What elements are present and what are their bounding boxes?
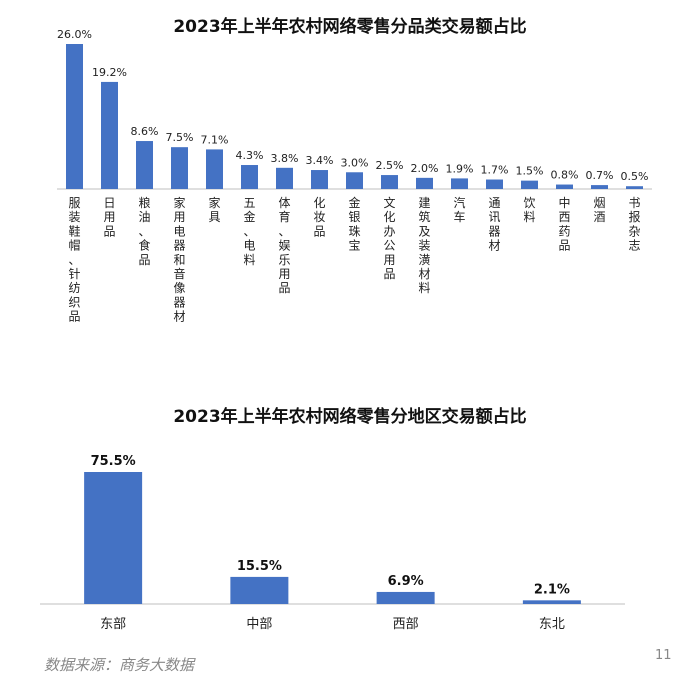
bar — [84, 472, 143, 604]
category-tick-label: 中部 — [246, 617, 272, 632]
data-label: 0.5% — [621, 170, 649, 183]
category-share-chart: 26.0% 服装鞋帽、针纺织品 19.2% 日用品 8.6% 粮油、食品 7.5% 家用电器和… — [57, 28, 652, 324]
data-label: 1.5% — [516, 165, 544, 178]
bar — [311, 170, 328, 189]
data-label: 4.3% — [236, 149, 264, 162]
category-tick-label: 西部 — [393, 617, 419, 632]
category-tick-label: 粮油、食品 — [138, 195, 150, 267]
chart-title-region: 2023年上半年农村网络零售分地区交易额占比 — [173, 407, 527, 427]
category-tick-label: 饮料 — [523, 196, 535, 224]
data-label: 75.5% — [91, 454, 136, 469]
category-tick-label: 家用电器和音像器材 — [173, 195, 185, 324]
bar — [241, 165, 258, 189]
data-label: 7.1% — [201, 133, 229, 146]
category-tick-label: 建筑及装潢材料 — [418, 196, 430, 295]
data-label: 3.0% — [341, 156, 369, 169]
category-tick-label: 五金、电料 — [243, 196, 255, 267]
category-tick-label: 东部 — [100, 617, 126, 632]
chart-title-category: 2023年上半年农村网络零售分品类交易额占比 — [173, 17, 527, 37]
category-tick-label: 东北 — [539, 617, 565, 632]
bar — [556, 184, 573, 189]
category-tick-label: 金银珠宝 — [348, 195, 360, 253]
data-label: 2.0% — [411, 162, 439, 175]
bar — [522, 600, 581, 604]
data-source-note: 数据来源：商务大数据 — [44, 656, 195, 674]
bar — [230, 576, 289, 604]
data-label: 2.1% — [534, 582, 570, 597]
region-share-chart: 75.5% 东部 15.5% 中部 6.9% 西部 2.1% 东北 — [40, 454, 625, 632]
data-label: 3.4% — [306, 154, 334, 167]
data-label: 0.7% — [586, 169, 614, 182]
bar — [626, 186, 643, 189]
category-tick-label: 服装鞋帽、针纺织品 — [68, 196, 80, 324]
data-label: 8.6% — [131, 125, 159, 138]
bar — [416, 177, 433, 189]
data-label: 6.9% — [388, 574, 424, 589]
category-tick-label: 文化办公用品 — [383, 195, 395, 281]
bar — [171, 147, 188, 189]
bar — [521, 180, 538, 189]
bar — [276, 167, 293, 189]
category-tick-label: 化妆品 — [313, 196, 325, 238]
category-tick-label: 中西药品 — [558, 195, 570, 253]
data-label: 1.9% — [446, 162, 474, 175]
page-number: 11 — [655, 648, 672, 663]
data-label: 3.8% — [271, 152, 299, 165]
bar — [591, 185, 608, 189]
data-label: 15.5% — [237, 559, 282, 574]
bar — [206, 149, 223, 189]
bar — [486, 179, 503, 189]
bar — [66, 44, 83, 189]
bar — [136, 141, 153, 189]
category-tick-label: 体育、娱乐用品 — [278, 196, 290, 295]
data-label: 26.0% — [57, 28, 92, 41]
data-label: 19.2% — [92, 66, 127, 79]
data-label: 2.5% — [376, 159, 404, 172]
bar — [101, 81, 118, 189]
category-tick-label: 家具 — [208, 195, 220, 224]
category-tick-label: 书报杂志 — [628, 196, 640, 253]
bar — [451, 178, 468, 189]
bar — [376, 591, 435, 604]
category-tick-label: 烟酒 — [593, 196, 605, 224]
category-tick-label: 日用品 — [103, 196, 115, 238]
category-tick-label: 汽车 — [453, 195, 465, 224]
bar — [381, 175, 398, 189]
data-label: 1.7% — [481, 164, 509, 177]
data-label: 0.8% — [551, 169, 579, 182]
data-label: 7.5% — [166, 131, 194, 144]
category-tick-label: 通讯器材 — [488, 196, 500, 253]
bar — [346, 172, 363, 189]
